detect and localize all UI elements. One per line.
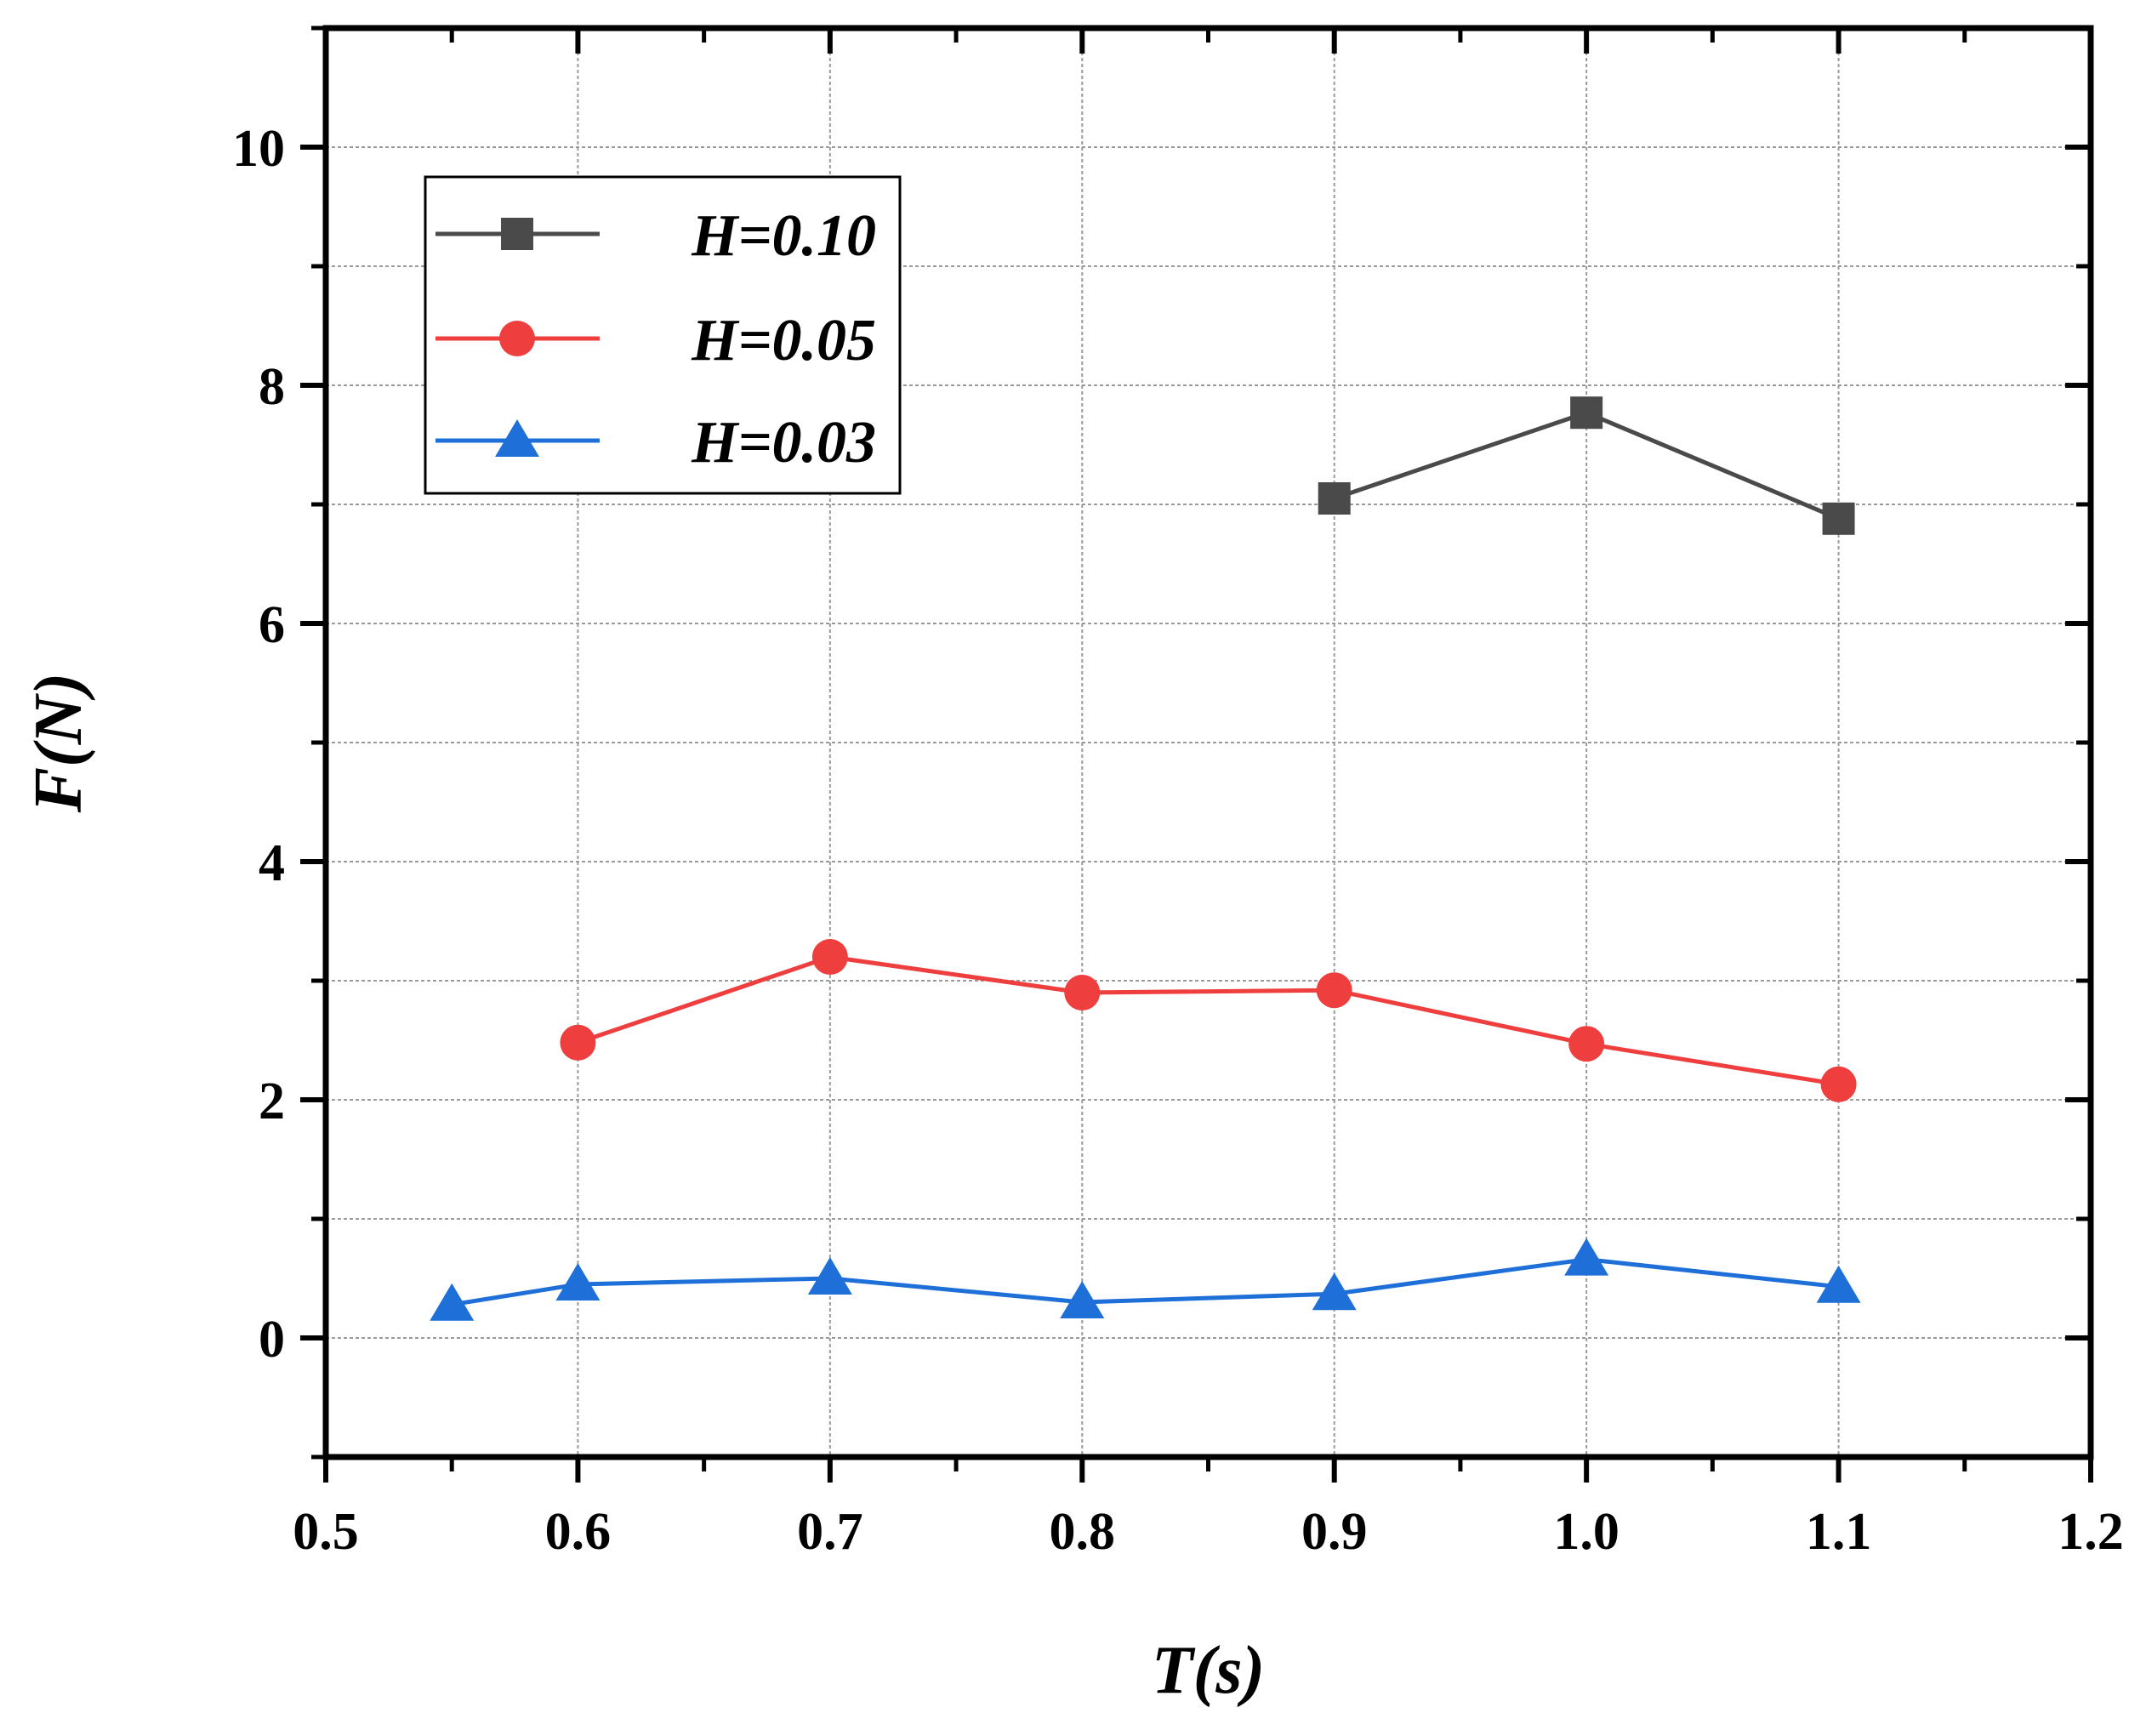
legend-marker [499,321,535,356]
legend-marker [501,218,533,250]
y-tick-label: 4 [259,834,285,892]
tick-labels: 0.5 0.6 0.7 0.8 0.9 1.0 1.1 1.2 0 2 4 6 8 10 [232,120,2124,1561]
data-point [1570,396,1603,430]
y-tick-label: 0 [259,1311,285,1369]
data-point [1820,1066,1857,1102]
legend-label: H=0.10 [691,203,876,269]
data-point [1312,1272,1357,1311]
x-tick-label: 1.1 [1806,1503,1872,1561]
x-tick-label: 0.9 [1301,1503,1368,1561]
x-tick-label: 1.2 [2058,1503,2124,1561]
data-point [1316,972,1352,1009]
gridlines [326,28,2091,1457]
series-line [577,954,1839,1087]
legend-marker [495,419,539,457]
series-group [430,396,1861,1321]
data-point [430,1283,475,1321]
y-axis-title: F(N) [21,673,96,813]
data-point [807,1257,852,1295]
data-point [1568,1026,1605,1062]
data-point [560,1024,596,1061]
x-tick-label: 0.6 [545,1503,612,1561]
y-tick-label: 8 [259,358,285,416]
data-point [811,939,848,975]
series-triangle [430,1238,1861,1321]
series-square [1318,396,1855,535]
legend-label: H=0.05 [691,308,876,373]
data-point [1318,482,1351,515]
x-tick-label: 0.5 [293,1503,359,1561]
data-point [1822,502,1855,535]
data-point [1064,975,1101,1010]
x-tick-label: 0.8 [1050,1503,1116,1561]
series-circle [560,939,1857,1102]
data-point [1816,1265,1861,1303]
data-point [555,1263,601,1301]
x-axis-title: T(s) [1152,1633,1265,1708]
y-tick-label: 2 [259,1073,285,1130]
x-tick-label: 1.0 [1553,1503,1619,1561]
x-tick-label: 0.7 [797,1503,863,1561]
data-point [1060,1281,1105,1318]
y-tick-label: 6 [259,596,285,654]
legend-label: H=0.03 [691,410,876,475]
data-point [1564,1238,1609,1276]
legend: H=0.10 H=0.05 H=0.03 [424,175,902,495]
axis-ticks [300,26,2093,1483]
y-tick-label: 10 [232,120,285,178]
